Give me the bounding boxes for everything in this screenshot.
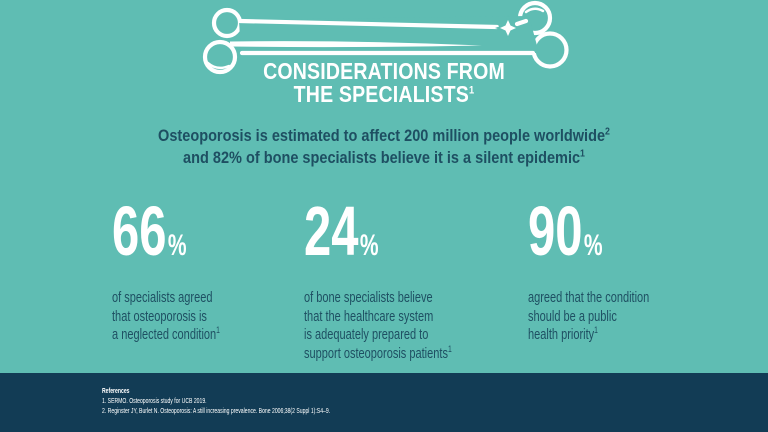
stat-description: of specialists agreed that osteoporosis … (112, 289, 220, 345)
title-line-2-text: THE SPECIALISTS (293, 80, 469, 107)
intro-line-1-superscript: 2 (605, 126, 610, 138)
stat-number-text: 66 (112, 192, 167, 270)
reference-item: 1. SERMO. Osteoporosis study for UCB 201… (102, 396, 207, 405)
intro-line-2-superscript: 1 (580, 148, 585, 159)
percent-sign: % (359, 229, 379, 262)
stat-description-line: should be a public (528, 308, 617, 325)
references-heading: References (102, 386, 130, 395)
stat-description: agreed that the condition should be a pu… (528, 289, 649, 345)
stat-description-line-text: support osteoporosis patients (304, 345, 448, 362)
stat-value: 66% (112, 192, 211, 275)
stat-description-line: is adequately prepared to (304, 327, 429, 343)
references-bar: References 1. SERMO. Osteoporosis study … (0, 373, 768, 432)
percent-sign: % (583, 229, 603, 262)
reference-item: 2. Reginster JY, Burlet N. Osteoporosis:… (102, 406, 331, 415)
intro-line-2-text: and 82% of bone specialists believe it i… (183, 148, 581, 167)
stat-superscript: 1 (216, 325, 220, 336)
stat-superscript: 1 (594, 325, 598, 336)
title-superscript: 1 (468, 83, 475, 96)
stat-value: 90% (528, 192, 640, 275)
stat-number-text: 24 (304, 192, 359, 270)
title-line-2: THE SPECIALISTS1 (58, 80, 711, 107)
stat-description-line: of bone specialists believe (304, 290, 433, 306)
stat-description-line: a neglected condition1 (112, 326, 220, 345)
intro-line-2: and 82% of bone specialists believe it i… (46, 148, 722, 170)
stat-description-line: of specialists agreed (112, 290, 213, 306)
stat-number-text: 90 (528, 192, 583, 270)
intro-line-1-text: Osteoporosis is estimated to affect 200 … (158, 127, 606, 145)
title-line-1: CONSIDERATIONS FROM (263, 58, 505, 84)
intro-line-1: Osteoporosis is estimated to affect 200 … (46, 126, 722, 148)
stat-description-line-text: health priority (528, 327, 595, 343)
stat-public-health-priority: 90% agreed that the condition should be … (528, 192, 688, 345)
stat-description-line: agreed that the condition (528, 290, 650, 306)
page-title: CONSIDERATIONS FROM THE SPECIALISTS1 (0, 60, 768, 105)
stat-description: of bone specialists believe that the hea… (304, 289, 452, 363)
stat-value: 24% (304, 192, 440, 275)
stat-description-line-text: a neglected condition (112, 327, 217, 343)
stat-neglected-condition: 66% of specialists agreed that osteoporo… (112, 192, 254, 345)
bone-icon (202, 0, 569, 75)
references-block: References 1. SERMO. Osteoporosis study … (102, 386, 330, 416)
stat-description-line: health priority1 (528, 326, 649, 345)
stat-description-line: that the healthcare system (304, 308, 434, 325)
stat-healthcare-system: 24% of bone specialists believe that the… (304, 192, 498, 363)
stat-description-line: support osteoporosis patients1 (304, 343, 452, 364)
percent-sign: % (167, 229, 187, 262)
stat-description-line: that osteoporosis is (112, 308, 207, 325)
stat-superscript: 1 (447, 343, 452, 354)
intro-statement: Osteoporosis is estimated to affect 200 … (0, 126, 768, 169)
